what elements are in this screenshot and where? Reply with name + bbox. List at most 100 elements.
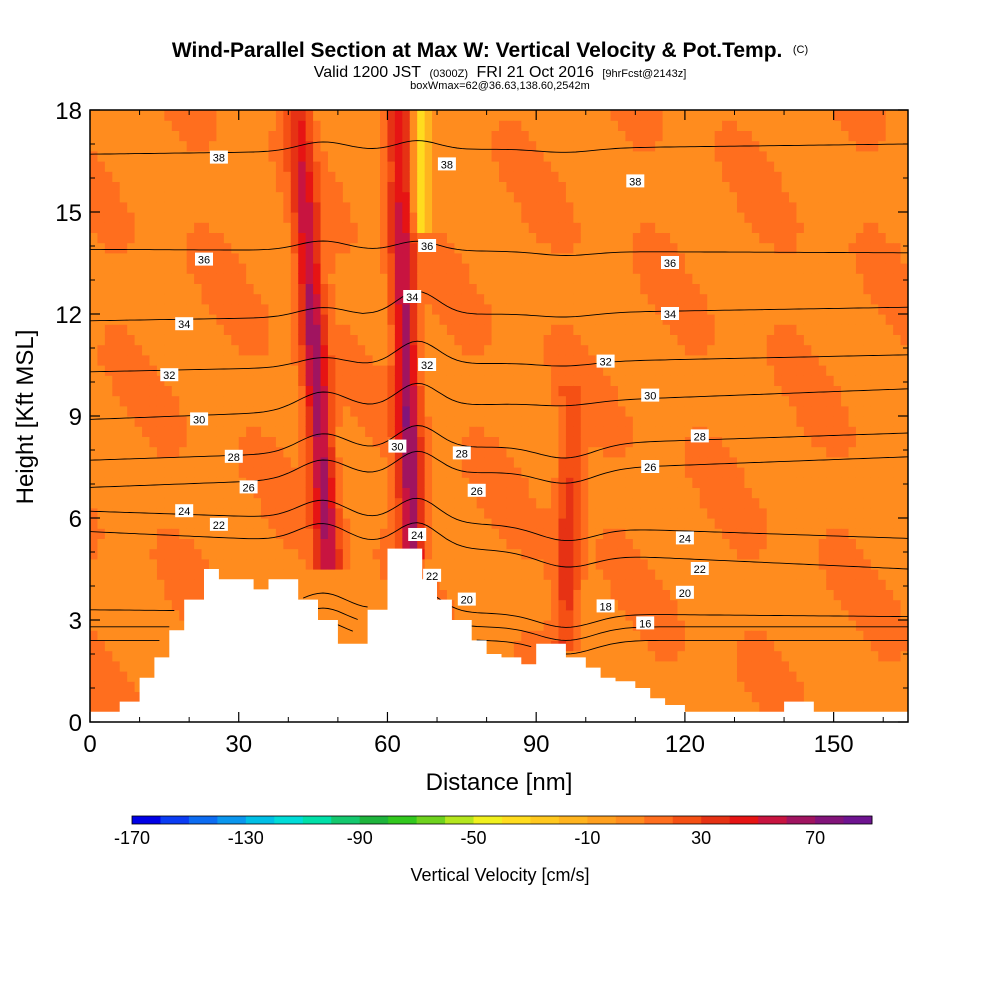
velocity-cell	[662, 518, 671, 529]
velocity-cell	[484, 416, 493, 427]
velocity-cell	[573, 405, 582, 417]
velocity-cell	[670, 456, 679, 468]
velocity-cell	[409, 487, 418, 499]
velocity-cell	[223, 191, 232, 203]
velocity-cell	[305, 120, 314, 131]
velocity-cell	[595, 242, 604, 254]
velocity-cell	[90, 110, 99, 121]
velocity-cell	[506, 181, 515, 193]
velocity-cell	[253, 436, 262, 448]
velocity-cell	[432, 263, 441, 274]
velocity-cell	[684, 691, 693, 703]
velocity-cell	[655, 232, 664, 244]
velocity-cell	[499, 283, 508, 295]
velocity-cell	[454, 518, 463, 529]
velocity-cell	[625, 660, 634, 672]
velocity-cell	[194, 589, 203, 601]
velocity-cell	[536, 314, 545, 325]
velocity-cell	[565, 640, 574, 652]
velocity-cell	[380, 263, 389, 274]
velocity-cell	[580, 416, 589, 427]
velocity-cell	[156, 548, 165, 560]
velocity-cell	[580, 171, 589, 182]
velocity-cell	[677, 222, 686, 233]
velocity-cell	[588, 293, 597, 305]
velocity-cell	[283, 171, 292, 182]
velocity-cell	[692, 161, 701, 172]
velocity-cell	[90, 252, 99, 264]
velocity-cell	[461, 161, 470, 172]
velocity-cell	[372, 569, 381, 580]
velocity-cell	[268, 375, 277, 386]
velocity-cell	[179, 252, 188, 264]
velocity-cell	[216, 497, 225, 509]
velocity-cell	[164, 201, 173, 213]
velocity-cell	[283, 130, 292, 142]
velocity-cell	[684, 467, 693, 478]
velocity-cell	[617, 324, 627, 335]
velocity-cell	[655, 252, 664, 264]
velocity-cell	[692, 701, 701, 713]
velocity-cell	[528, 385, 537, 397]
velocity-cell	[149, 161, 158, 172]
velocity-cell	[655, 650, 664, 662]
velocity-cell	[380, 436, 389, 448]
velocity-cell	[342, 507, 351, 519]
velocity-cell	[327, 201, 336, 213]
velocity-cell	[461, 385, 470, 397]
velocity-cell	[194, 354, 203, 366]
velocity-cell	[149, 375, 158, 386]
velocity-cell	[595, 120, 604, 131]
velocity-cell	[632, 640, 641, 652]
velocity-cell	[528, 212, 537, 223]
velocity-cell	[573, 354, 582, 366]
velocity-cell	[313, 354, 322, 366]
velocity-cell	[402, 528, 411, 539]
velocity-cell	[119, 150, 128, 162]
velocity-cell	[424, 232, 433, 244]
velocity-cell	[640, 171, 649, 182]
velocity-cell	[432, 446, 441, 458]
velocity-cell	[97, 569, 106, 580]
velocity-cell	[90, 579, 99, 590]
velocity-cell	[365, 222, 374, 233]
velocity-cell	[699, 212, 708, 223]
velocity-cell	[513, 303, 522, 315]
velocity-cell	[112, 620, 121, 631]
velocity-cell	[476, 303, 485, 315]
velocity-cell	[417, 507, 426, 519]
velocity-cell	[684, 671, 693, 682]
velocity-cell	[499, 110, 508, 121]
velocity-cell	[469, 354, 478, 366]
velocity-cell	[97, 538, 106, 550]
velocity-cell	[320, 140, 329, 152]
velocity-cell	[97, 334, 106, 346]
velocity-cell	[513, 589, 522, 601]
velocity-cell	[484, 487, 493, 499]
velocity-cell	[588, 242, 597, 254]
velocity-cell	[231, 242, 240, 254]
velocity-cell	[446, 191, 455, 203]
velocity-cell	[342, 395, 351, 407]
velocity-cell	[112, 303, 121, 315]
velocity-cell	[320, 232, 329, 244]
velocity-cell	[692, 467, 701, 478]
velocity-cell	[662, 426, 671, 437]
velocity-cell	[424, 283, 433, 295]
velocity-cell	[461, 283, 470, 295]
velocity-cell	[521, 538, 530, 550]
velocity-cell	[439, 497, 448, 509]
velocity-cell	[588, 324, 597, 335]
velocity-cell	[699, 385, 708, 397]
velocity-cell	[298, 120, 307, 131]
velocity-cell	[156, 630, 165, 641]
velocity-cell	[298, 140, 307, 152]
velocity-cell	[179, 201, 188, 213]
velocity-cell	[491, 426, 500, 437]
velocity-cell	[677, 660, 686, 672]
velocity-cell	[127, 181, 136, 193]
velocity-cell	[387, 181, 396, 193]
velocity-cell	[186, 477, 195, 488]
velocity-cell	[655, 314, 664, 325]
velocity-cell	[142, 436, 151, 448]
